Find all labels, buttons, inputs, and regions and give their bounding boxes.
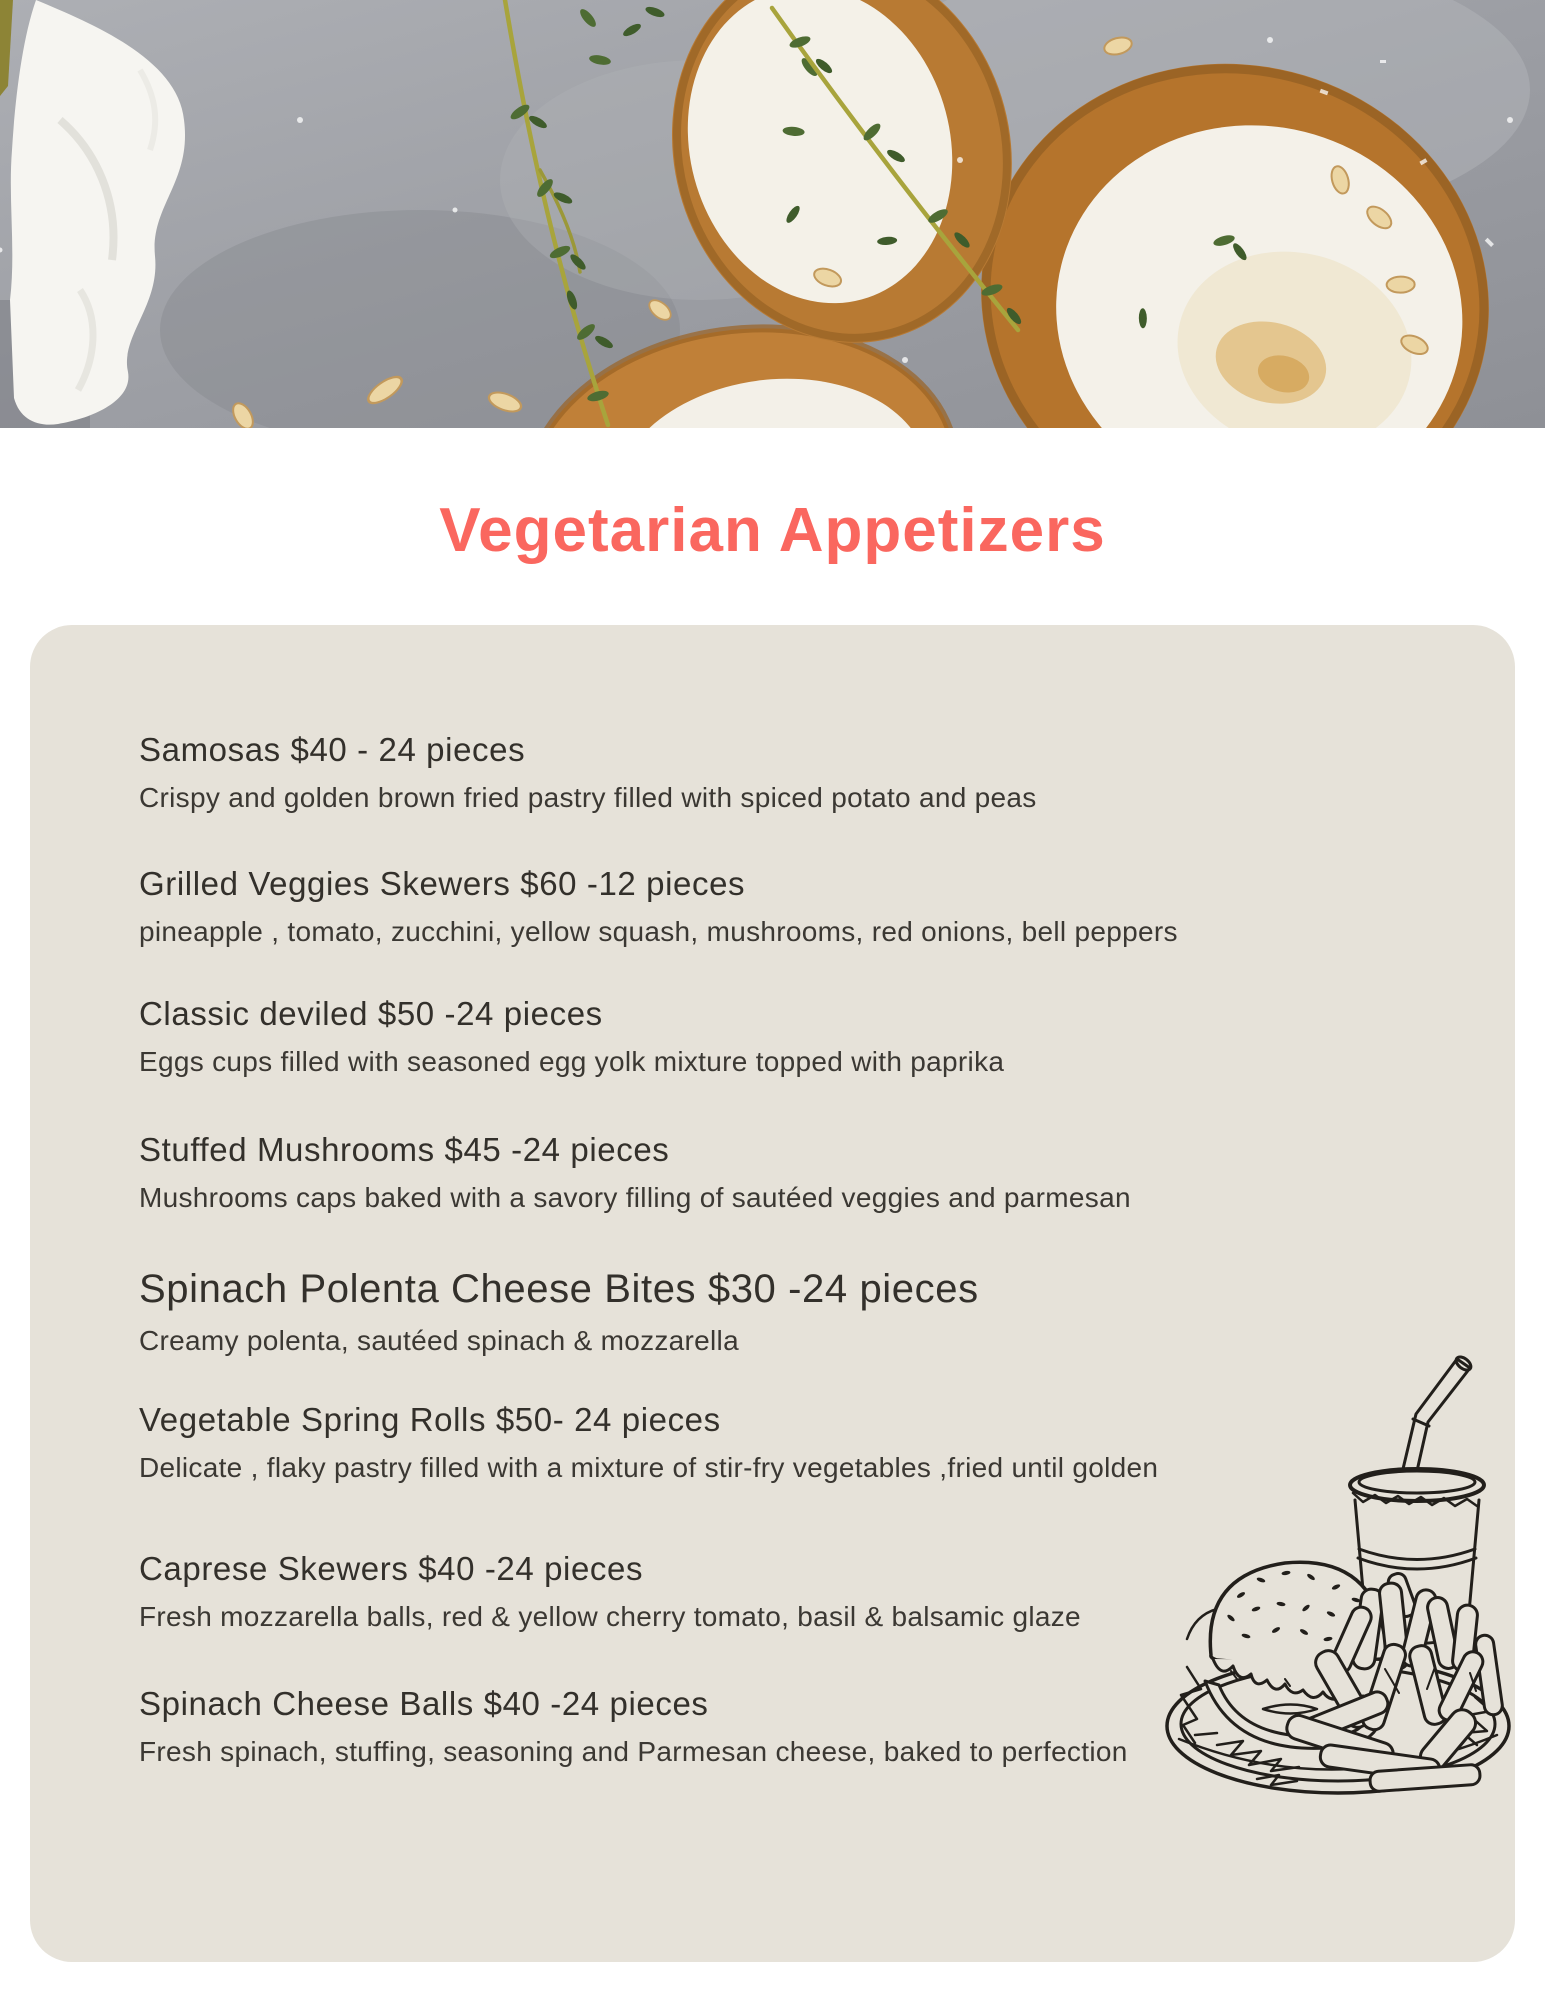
menu-item-description: Fresh spinach, stuffing, seasoning and P… (139, 1736, 1128, 1767)
menu-item-description: Mushrooms caps baked with a savory filli… (139, 1182, 1131, 1213)
menu-item-name: Caprese Skewers $40 -24 pieces (139, 1550, 644, 1587)
fries-icon (1285, 1572, 1504, 1793)
menu-item: Vegetable Spring Rolls $50- 24 pieces De… (139, 1400, 1178, 1486)
menu-item-name: Grilled Veggies Skewers $60 -12 pieces (139, 865, 746, 902)
menu-item-name: Spinach Cheese Balls $40 -24 pieces (139, 1685, 709, 1722)
salt-flakes (0, 37, 1513, 363)
crostini-bottom (523, 324, 960, 428)
menu-item: Samosas $40 - 24 pieces Crispy and golde… (139, 730, 1178, 816)
crostini-photo (0, 0, 1545, 428)
menu-item-name: Spinach Polenta Cheese Bites $30 -24 pie… (139, 1267, 979, 1311)
menu-item-description: pineapple , tomato, zucchini, yellow squ… (139, 916, 1178, 947)
crostini-upper (671, 0, 1012, 343)
menu-item: Spinach Cheese Balls $40 -24 pieces Fres… (139, 1684, 1178, 1770)
menu-item-name: Vegetable Spring Rolls $50- 24 pieces (139, 1401, 721, 1438)
hero-photo (0, 0, 1545, 428)
menu-item: Grilled Veggies Skewers $60 -12 pieces p… (139, 864, 1178, 950)
menu-item-name: Stuffed Mushrooms $45 -24 pieces (139, 1131, 670, 1168)
straw-icon (1401, 1355, 1473, 1473)
menu-item-name: Samosas $40 - 24 pieces (139, 731, 526, 768)
menu-item-description: Eggs cups filled with seasoned egg yolk … (139, 1046, 1005, 1077)
menu-item-description: Fresh mozzarella balls, red & yellow che… (139, 1601, 1081, 1632)
cream-smear (10, 0, 186, 425)
menu-card: Samosas $40 - 24 pieces Crispy and golde… (30, 625, 1515, 1962)
crostini-large (981, 63, 1489, 428)
page-title: Vegetarian Appetizers (439, 496, 1106, 565)
menu-item: Stuffed Mushrooms $45 -24 pieces Mushroo… (139, 1130, 1178, 1216)
menu-list: Samosas $40 - 24 pieces Crispy and golde… (139, 730, 1178, 1770)
menu-item: Spinach Polenta Cheese Bites $30 -24 pie… (139, 1265, 1178, 1359)
menu-item-description: Delicate , flaky pastry filled with a mi… (139, 1452, 1159, 1483)
photo-edge-object (0, 0, 13, 96)
menu-item: Caprese Skewers $40 -24 pieces Fresh moz… (139, 1549, 1178, 1635)
menu-item-description: Crispy and golden brown fried pastry fil… (139, 782, 1037, 813)
burger-fries-drink-illustration (1165, 1355, 1511, 1795)
menu-item-name: Classic deviled $50 -24 pieces (139, 995, 603, 1032)
menu-item: Classic deviled $50 -24 pieces Eggs cups… (139, 994, 1178, 1080)
thyme-sprigs (502, 0, 1024, 428)
menu-item-description: Creamy polenta, sautéed spinach & mozzar… (139, 1325, 739, 1356)
